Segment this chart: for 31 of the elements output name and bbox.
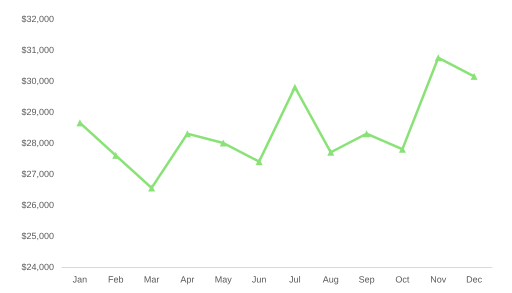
y-tick-label: $31,000: [21, 45, 54, 55]
y-tick-label: $28,000: [21, 138, 54, 148]
point: [363, 130, 370, 138]
point: [434, 54, 442, 62]
point: [256, 158, 263, 166]
x-tick-label: Feb: [108, 274, 124, 284]
point: [398, 146, 406, 153]
point: [470, 72, 478, 80]
x-tick-label: Mar: [144, 274, 160, 284]
y-tick-label: $30,000: [21, 76, 54, 86]
y-tick-label: $25,000: [21, 231, 54, 241]
x-tick-label: Oct: [395, 274, 410, 284]
y-tick-label: $29,000: [21, 107, 54, 117]
x-tick-label: Jul: [289, 274, 301, 284]
x-tick-label: Nov: [430, 274, 447, 284]
point: [220, 140, 227, 146]
x-tick-label: Aug: [322, 274, 339, 284]
y-tick-label: $32,000: [21, 14, 54, 24]
y-tick-label: $27,000: [21, 169, 54, 179]
y-tick-label: $26,000: [21, 200, 54, 210]
point: [148, 184, 156, 192]
x-tick-label: Sep: [358, 274, 375, 284]
x-tick-label: Jan: [72, 274, 88, 284]
x-tick-label: May: [214, 274, 232, 284]
x-tick-label: Dec: [466, 274, 483, 284]
x-tick-label: Apr: [180, 274, 194, 284]
point: [327, 148, 334, 156]
point: [291, 84, 298, 91]
x-tick-label: Jun: [252, 274, 266, 284]
point: [184, 130, 191, 138]
y-tick-label: $24,000: [21, 262, 54, 272]
